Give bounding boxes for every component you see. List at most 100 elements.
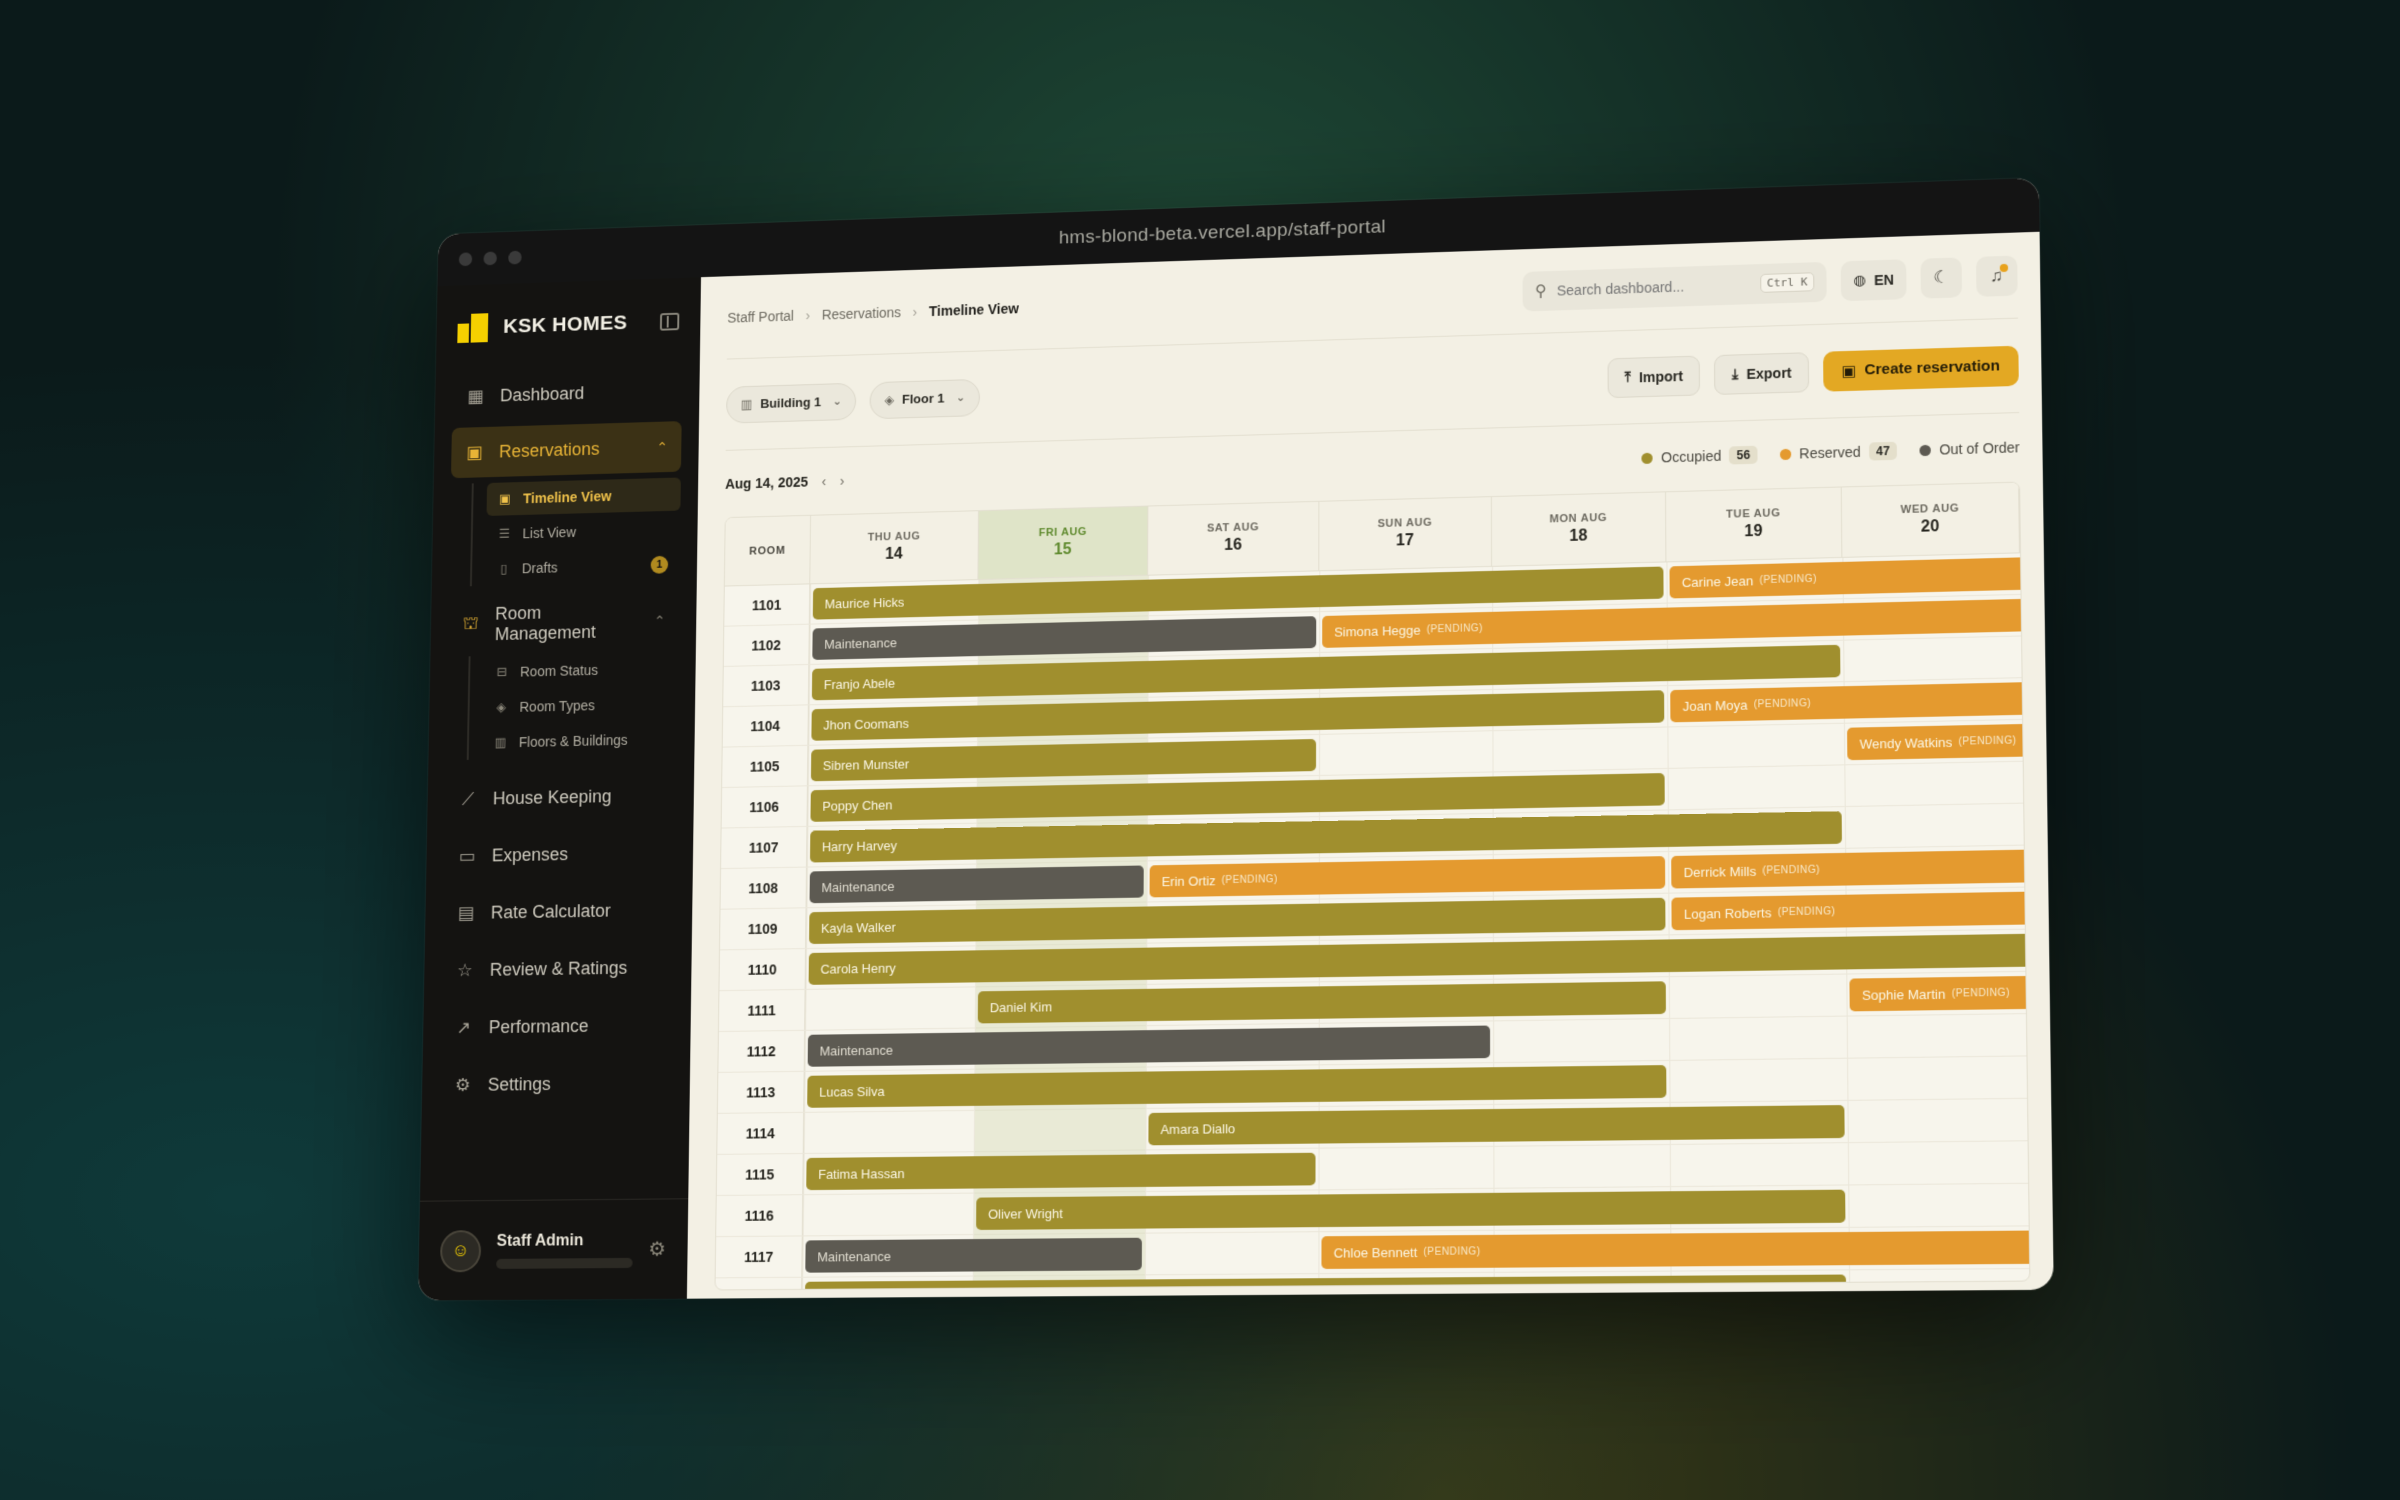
calendar-icon: ▣ bbox=[465, 442, 484, 462]
reservation-bar[interactable]: Maintenance bbox=[809, 865, 1143, 903]
room-number[interactable]: 1107 bbox=[721, 827, 807, 868]
floor-select[interactable]: ◈ Floor 1 ⌄ bbox=[870, 378, 980, 418]
room-number[interactable]: 1113 bbox=[718, 1072, 805, 1113]
room-number[interactable]: 1114 bbox=[717, 1113, 804, 1154]
day-name: FRI AUG bbox=[1039, 526, 1087, 539]
sidebar-item-room-management[interactable]: ⛫ Room Management ⌃ bbox=[448, 595, 679, 651]
reservation-bar[interactable]: Maintenance bbox=[805, 1238, 1142, 1273]
day-name: MON AUG bbox=[1549, 512, 1607, 526]
pending-tag: (PENDING) bbox=[1427, 623, 1483, 635]
reservation-bar[interactable]: Logan Roberts (PENDING) bbox=[1671, 891, 2030, 930]
guest-name: Maintenance bbox=[824, 635, 897, 652]
gear-icon[interactable]: ⚙ bbox=[648, 1237, 666, 1262]
sidebar-item-room-types[interactable]: ◈ Room Types bbox=[483, 687, 678, 725]
guest-name: Fatima Hassan bbox=[818, 1166, 905, 1182]
chevron-up-icon: ⌃ bbox=[654, 612, 666, 629]
room-number[interactable]: 1106 bbox=[722, 786, 808, 827]
reservation-bar[interactable]: Fatima Hassan bbox=[806, 1153, 1315, 1190]
reservation-bar[interactable]: Sophie Martin (PENDING) bbox=[1849, 975, 2030, 1011]
trend-up-icon: ↗ bbox=[454, 1018, 474, 1038]
sidebar-item-timeline-view[interactable]: ▣ Timeline View bbox=[486, 477, 680, 515]
sidebar-item-label: Dashboard bbox=[500, 383, 584, 406]
room-number[interactable]: 1109 bbox=[720, 908, 807, 949]
collapse-sidebar-icon[interactable] bbox=[660, 313, 679, 331]
sidebar-item-label: List View bbox=[522, 524, 576, 541]
language-button[interactable]: ◍ EN bbox=[1841, 259, 1907, 301]
avatar[interactable]: ☺ bbox=[440, 1230, 481, 1272]
notifications-button[interactable]: ♫ bbox=[1976, 255, 2018, 296]
legend: Occupied 56 Reserved 47 Out of Order bbox=[1642, 438, 2020, 467]
top-actions: ⚲ Ctrl K ◍ EN ☾ ♫ bbox=[1523, 255, 2018, 311]
sidebar-item-list-view[interactable]: ☰ List View bbox=[486, 513, 680, 551]
chevron-right-icon: › bbox=[913, 303, 918, 319]
room-number[interactable]: 1115 bbox=[717, 1154, 804, 1195]
reservation-bar[interactable]: Chloe Bennett (PENDING) bbox=[1321, 1230, 2030, 1269]
bed-icon: ⛫ bbox=[461, 615, 479, 635]
sidebar-item-rate-calculator[interactable]: ▤ Rate Calculator bbox=[442, 884, 675, 939]
breadcrumb: Staff Portal › Reservations › Timeline V… bbox=[727, 300, 1019, 325]
room-number[interactable]: 1108 bbox=[720, 868, 806, 909]
sidebar-item-drafts[interactable]: ▯ Drafts 1 bbox=[485, 548, 680, 586]
sidebar-item-expenses[interactable]: ▭ Expenses bbox=[443, 826, 675, 882]
room-number[interactable]: 1101 bbox=[724, 584, 810, 625]
guest-name: Oliver Wright bbox=[988, 1205, 1063, 1221]
import-label: Import bbox=[1639, 368, 1683, 385]
room-column-header: ROOM bbox=[725, 516, 811, 586]
room-number[interactable]: 1118 bbox=[715, 1278, 802, 1291]
room-number[interactable]: 1102 bbox=[724, 625, 810, 666]
layers-icon: ◈ bbox=[494, 699, 508, 715]
search-input[interactable] bbox=[1557, 276, 1750, 298]
sidebar-item-label: Performance bbox=[489, 1015, 589, 1037]
sidebar-item-dashboard[interactable]: ▦ Dashboard bbox=[452, 365, 682, 422]
sidebar-item-house-keeping[interactable]: ⟋ House Keeping bbox=[444, 769, 676, 825]
guest-name: Harry Harvey bbox=[822, 838, 897, 854]
brand-name: KSK HOMES bbox=[503, 311, 647, 339]
room-number[interactable]: 1116 bbox=[716, 1195, 803, 1236]
sidebar-item-performance[interactable]: ↗ Performance bbox=[440, 999, 673, 1054]
out-of-order-dot bbox=[1920, 444, 1931, 455]
guest-name: Daniel Kim bbox=[990, 999, 1053, 1015]
room-number[interactable]: 1105 bbox=[722, 746, 808, 787]
breadcrumb-current: Timeline View bbox=[929, 300, 1019, 319]
room-number[interactable]: 1117 bbox=[716, 1236, 803, 1277]
breadcrumb-reservations[interactable]: Reservations bbox=[822, 304, 901, 322]
sidebar-item-room-status[interactable]: ⊟ Room Status bbox=[483, 651, 678, 689]
pending-tag: (PENDING) bbox=[1754, 698, 1811, 710]
chevron-left-icon[interactable]: ‹ bbox=[822, 473, 827, 489]
room-number[interactable]: 1112 bbox=[718, 1031, 805, 1072]
room-number[interactable]: 1103 bbox=[723, 665, 809, 706]
moon-icon: ☾ bbox=[1933, 267, 1949, 287]
room-number[interactable]: 1111 bbox=[719, 990, 806, 1031]
sidebar-item-label: Rate Calculator bbox=[491, 900, 611, 923]
guest-name: Maintenance bbox=[821, 878, 894, 894]
theme-toggle-button[interactable]: ☾ bbox=[1920, 257, 1962, 298]
upload-icon: ⤒ bbox=[1624, 369, 1630, 386]
day-column-header: THU AUG 14 bbox=[810, 511, 979, 583]
document-icon: ▯ bbox=[497, 561, 511, 577]
room-number[interactable]: 1104 bbox=[723, 705, 809, 746]
day-name: THU AUG bbox=[868, 530, 921, 543]
breadcrumb-staff-portal[interactable]: Staff Portal bbox=[727, 307, 794, 325]
search-box[interactable]: ⚲ Ctrl K bbox=[1523, 261, 1827, 311]
day-number: 14 bbox=[885, 546, 903, 564]
create-reservation-button[interactable]: ▣ Create reservation bbox=[1823, 345, 2019, 391]
guest-name: Derrick Mills bbox=[1683, 863, 1756, 880]
guest-name: Simona Hegge bbox=[1334, 622, 1420, 639]
building-select[interactable]: ▥ Building 1 ⌄ bbox=[726, 382, 857, 423]
export-label: Export bbox=[1746, 364, 1791, 381]
sidebar-item-reviews[interactable]: ☆ Review & Ratings bbox=[441, 941, 674, 996]
user-profile[interactable]: ☺ Staff Admin ⚙ bbox=[418, 1198, 688, 1300]
sidebar-item-reservations[interactable]: ▣ Reservations ⌃ bbox=[451, 421, 682, 478]
sidebar-item-settings[interactable]: ⚙ Settings bbox=[439, 1057, 673, 1112]
chevron-right-icon[interactable]: › bbox=[840, 473, 845, 489]
reservation-bar[interactable]: Wendy Watkins (PENDING) bbox=[1847, 723, 2030, 760]
create-reservation-label: Create reservation bbox=[1864, 357, 2000, 378]
bed-icon: ⊟ bbox=[495, 664, 509, 680]
import-button[interactable]: ⤒ Import bbox=[1607, 355, 1700, 398]
room-number[interactable]: 1110 bbox=[719, 949, 806, 990]
reservation-bar[interactable]: Derrick Mills (PENDING) bbox=[1671, 849, 2030, 889]
guest-name: Jhon Coomans bbox=[823, 715, 909, 732]
export-button[interactable]: ⤓ Export bbox=[1714, 352, 1809, 395]
sidebar-item-floors-buildings[interactable]: ▥ Floors & Buildings bbox=[482, 722, 677, 760]
guest-name: Sophie Martin bbox=[1862, 986, 1946, 1003]
